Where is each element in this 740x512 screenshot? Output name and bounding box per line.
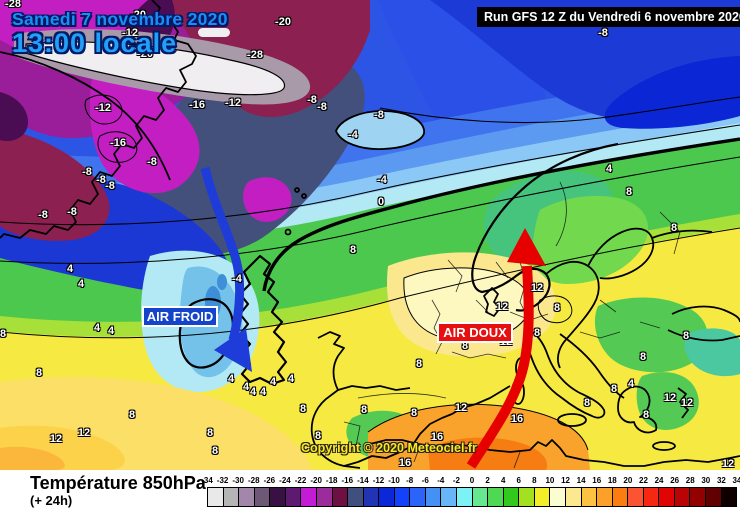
- legend-ticks: -34 -32 -30 -28 -26 -24 -22 -20 -18 -16 -14 -12 -10-…: [0, 476, 740, 485]
- legend-tick-label: 8: [532, 476, 537, 485]
- legend-tick-label: -22: [294, 476, 307, 485]
- legend-color-cell: [456, 488, 472, 506]
- legend-color-cell: [378, 488, 394, 506]
- legend-tick-label: -6: [421, 476, 429, 485]
- legend-tick-label: 20: [623, 476, 633, 485]
- date-block: Samedi 7 novembre 2020 13:00 locale: [12, 10, 228, 58]
- legend-color-cell: [284, 488, 301, 506]
- legend-color-cell: [424, 488, 441, 506]
- cold-air-arrow-head: [214, 328, 252, 372]
- legend-tick-label: 32: [716, 476, 726, 485]
- map-canvas: [0, 0, 740, 470]
- warm-air-label-box: AIR DOUX: [437, 322, 513, 343]
- isotherm-lines: [0, 41, 740, 451]
- legend-tick-label: 18: [607, 476, 617, 485]
- legend-color-cell: [471, 488, 488, 506]
- legend-tick-label: -30: [232, 476, 244, 485]
- legend-color-cell: [238, 488, 254, 506]
- legend-color-cell: [409, 488, 425, 506]
- map-area: -28 -20 -20 -12 -20 -28 -8 -16 -12 -8 -8 -4 -12 -16 -8…: [0, 0, 740, 470]
- legend-color-cell: [642, 488, 659, 506]
- cold-air-arrow: [200, 166, 252, 372]
- legend-color-cell: [689, 488, 705, 506]
- legend-tick-label: -20: [310, 476, 322, 485]
- legend-color-cell: [253, 488, 270, 506]
- legend-tick-label: 26: [670, 476, 680, 485]
- legend-color-cell: [331, 488, 348, 506]
- legend-tick-label: -12: [372, 476, 385, 485]
- legend-tick-label: 14: [576, 476, 586, 485]
- legend-tick-label: 24: [654, 476, 664, 485]
- cold-air-arrow-shaft: [200, 166, 245, 342]
- legend-tick-label: 34: [732, 476, 740, 485]
- legend-color-cell: [564, 488, 581, 506]
- legend-color-cell: [269, 488, 285, 506]
- legend-tick-label: -24: [279, 476, 291, 485]
- legend-tick-label: -34: [201, 476, 213, 485]
- legend-tick-label: -32: [216, 476, 229, 485]
- legend-color-cell: [300, 488, 316, 506]
- legend-color-cell: [208, 488, 223, 506]
- legend-color-cell: [502, 488, 519, 506]
- legend-color-cell: [596, 488, 612, 506]
- legend-color-cell: [549, 488, 565, 506]
- legend-color-cell: [705, 488, 721, 506]
- legend-strip: Température 850hPa (+ 24h) -34 -32 -30 -28-…: [0, 470, 740, 512]
- legend-tick-label: -16: [341, 476, 354, 485]
- legend-tick-label: 0: [469, 476, 475, 485]
- warm-air-label: AIR DOUX: [443, 325, 507, 340]
- legend-tick-label: -8: [406, 476, 414, 485]
- legend-color-cell: [658, 488, 674, 506]
- legend-tick-label: 28: [685, 476, 695, 485]
- copyright-text: Copyright © 2020 Meteociel.fr: [301, 441, 477, 455]
- legend-tick-label: 16: [592, 476, 602, 485]
- warm-air-arrow-shaft: [466, 265, 534, 469]
- legend-color-cell: [627, 488, 643, 506]
- local-time-text: 13:00 locale: [12, 28, 178, 59]
- legend-color-cell: [315, 488, 332, 506]
- legend-color-cell: [222, 488, 239, 506]
- model-run-banner: Run GFS 12 Z du Vendredi 6 novembre 2020: [477, 7, 740, 27]
- date-text: Samedi 7 novembre 2020: [12, 9, 228, 29]
- legend-color-cell: [533, 488, 550, 506]
- legend-tick-label: 12: [561, 476, 570, 485]
- warm-air-arrow-head: [507, 228, 546, 266]
- legend-tick-label: -18: [325, 476, 338, 485]
- legend-tick-label: 10: [545, 476, 555, 485]
- legend-color-cell: [611, 488, 628, 506]
- legend-tick-label: -10: [388, 476, 400, 485]
- legend-tick-label: -2: [452, 476, 460, 485]
- legend-tick-label: 2: [485, 476, 490, 485]
- legend-tick-label: 6: [516, 476, 521, 485]
- coastlines: [0, 0, 740, 469]
- legend-subtitle: (+ 24h): [30, 493, 73, 508]
- legend-tick-label: -14: [357, 476, 369, 485]
- legend-colorbar: [207, 487, 737, 507]
- legend-title: Température 850hPa: [30, 473, 206, 493]
- legend-color-cell: [487, 488, 503, 506]
- legend-tick-label: -28: [247, 476, 260, 485]
- legend-color-cell: [720, 488, 737, 506]
- legend-tick-label: -4: [437, 476, 445, 485]
- cold-air-label-box: AIR FROID: [142, 306, 218, 327]
- legend-tick-label: 30: [701, 476, 711, 485]
- warm-air-arrow: [466, 228, 546, 469]
- legend-color-cell: [580, 488, 597, 506]
- model-run-text: Run GFS 12 Z du Vendredi 6 novembre 2020: [484, 10, 740, 24]
- legend-tick-label: 4: [500, 476, 506, 485]
- legend-tick-label: 22: [639, 476, 648, 485]
- legend-color-cell: [440, 488, 456, 506]
- cold-air-label: AIR FROID: [146, 309, 214, 324]
- legend-color-cell: [347, 488, 363, 506]
- legend-color-cell: [393, 488, 410, 506]
- legend-tick-label: -26: [263, 476, 276, 485]
- legend-color-cell: [673, 488, 690, 506]
- legend-color-cell: [518, 488, 534, 506]
- legend-color-cell: [362, 488, 379, 506]
